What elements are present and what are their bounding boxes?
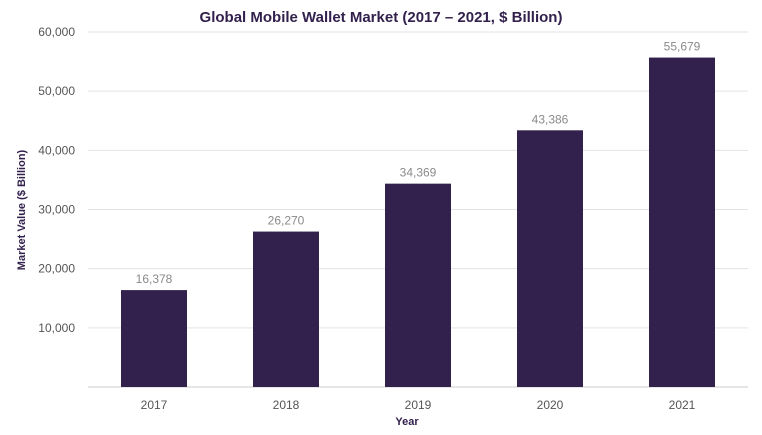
x-tick-label: 2021 <box>669 398 696 412</box>
bar <box>121 290 187 387</box>
x-tick-label: 2019 <box>405 398 432 412</box>
data-labels: 16,378 26,270 34,369 43,386 55,679 <box>136 40 701 287</box>
x-axis-title: Year <box>395 416 419 428</box>
x-tick-label: 2020 <box>537 398 564 412</box>
y-tick-label: 30,000 <box>38 203 75 217</box>
x-tick-label: 2018 <box>273 398 300 412</box>
bar <box>517 130 583 387</box>
y-axis-ticks: 10,000 20,000 30,000 40,000 50,000 60,000 <box>38 25 75 335</box>
bar <box>649 57 715 387</box>
y-tick-label: 50,000 <box>38 84 75 98</box>
y-tick-label: 60,000 <box>38 25 75 39</box>
bar <box>253 231 319 387</box>
data-label: 34,369 <box>400 166 437 180</box>
y-axis-title: Market Value ($ Billion) <box>16 149 28 270</box>
x-tick-label: 2017 <box>141 398 168 412</box>
chart-title: Global Mobile Wallet Market (2017 – 2021… <box>200 9 563 26</box>
data-label: 43,386 <box>532 112 569 126</box>
y-tick-label: 40,000 <box>38 143 75 157</box>
bar <box>385 183 451 387</box>
data-label: 55,679 <box>664 40 701 54</box>
x-axis-ticks: 2017 2018 2019 2020 2021 <box>141 398 696 412</box>
bars <box>121 57 715 387</box>
data-label: 26,270 <box>268 214 305 228</box>
data-label: 16,378 <box>136 272 173 286</box>
y-tick-label: 20,000 <box>38 262 75 276</box>
y-tick-label: 10,000 <box>38 321 75 335</box>
